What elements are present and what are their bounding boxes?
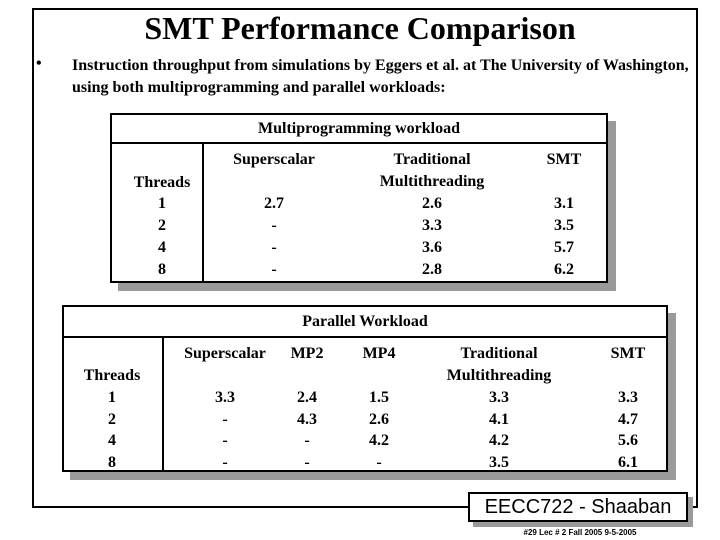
bullet-marker: • xyxy=(36,55,42,72)
throughput-cell: - xyxy=(304,432,310,449)
row-header: Threads xyxy=(133,174,191,191)
throughput-cell: 2.4 xyxy=(297,389,317,406)
throughput-cell: - xyxy=(304,453,310,471)
throughput-cell: - xyxy=(271,239,277,256)
throughput-cell: - xyxy=(222,410,228,428)
throughput-cell: 3.3 xyxy=(489,389,509,406)
throughput-cell: 3.3 xyxy=(618,389,638,406)
column-header: MP4 xyxy=(362,345,396,362)
thread-count: 4 xyxy=(108,432,116,449)
throughput-cell: 4.2 xyxy=(489,432,509,449)
column-header: Traditional Multithreading xyxy=(379,151,485,190)
table: Parallel Workload Threads Superscalar MP2 MP… xyxy=(62,305,668,472)
column-header: SMT xyxy=(610,345,646,362)
throughput-cell: 6.1 xyxy=(618,453,638,471)
column-header: Traditional Multithreading xyxy=(446,345,552,384)
footer-note: #29 Lec # 2 Fall 2005 9-5-2005 xyxy=(523,528,637,537)
bullet-text: Instruction throughput from simulations … xyxy=(72,57,689,96)
throughput-cell: 4.2 xyxy=(369,432,389,449)
thread-count: 8 xyxy=(158,261,166,278)
title: SMT Performance Comparison xyxy=(144,10,576,46)
throughput-cell: 2.6 xyxy=(422,195,442,212)
throughput-cell: 3.3 xyxy=(422,217,442,234)
throughput-cell: - xyxy=(222,432,228,449)
throughput-cell: 4.7 xyxy=(618,410,638,428)
column-header: MP2 xyxy=(290,345,324,362)
thread-count: 4 xyxy=(158,239,166,256)
throughput-cell: - xyxy=(271,261,277,278)
throughput-cell: 2.8 xyxy=(422,261,442,278)
throughput-cell: 5.7 xyxy=(554,239,574,256)
throughput-cell: 4.1 xyxy=(489,410,509,428)
throughput-cell: 2.7 xyxy=(264,195,284,212)
column-header: SMT xyxy=(546,151,582,168)
column-divider xyxy=(202,142,204,281)
column-divider xyxy=(162,336,164,470)
throughput-cell: 3.3 xyxy=(215,389,235,406)
throughput-cell: 5.6 xyxy=(618,432,638,449)
column-header: Superscalar xyxy=(233,151,315,168)
throughput-cell: 3.6 xyxy=(422,239,442,256)
throughput-cell: - xyxy=(271,217,277,234)
thread-count: 1 xyxy=(158,195,166,212)
slide-frame xyxy=(32,8,698,508)
row-header: Threads xyxy=(83,367,141,384)
throughput-cell: 1.5 xyxy=(369,389,389,406)
throughput-cell: 3.5 xyxy=(554,217,574,234)
column-header: Superscalar xyxy=(184,345,266,362)
throughput-cell: 3.1 xyxy=(554,195,574,212)
thread-count: 8 xyxy=(108,453,116,471)
thread-count: 1 xyxy=(108,389,116,406)
throughput-cell: - xyxy=(376,453,382,471)
table-caption: Parallel Workload xyxy=(64,307,666,338)
throughput-cell: 4.3 xyxy=(297,410,317,428)
thread-count: 2 xyxy=(108,410,116,428)
table-caption: Multiprogramming workload xyxy=(112,115,606,144)
throughput-cell: 3.5 xyxy=(489,453,509,471)
footer-badge: EECC722 - Shaaban xyxy=(468,492,688,522)
throughput-cell: - xyxy=(222,453,228,471)
thread-count: 2 xyxy=(158,217,166,234)
table: Multiprogramming workload Threads Supersca… xyxy=(110,113,608,283)
throughput-cell: 6.2 xyxy=(554,261,574,278)
throughput-cell: 2.6 xyxy=(369,410,389,428)
